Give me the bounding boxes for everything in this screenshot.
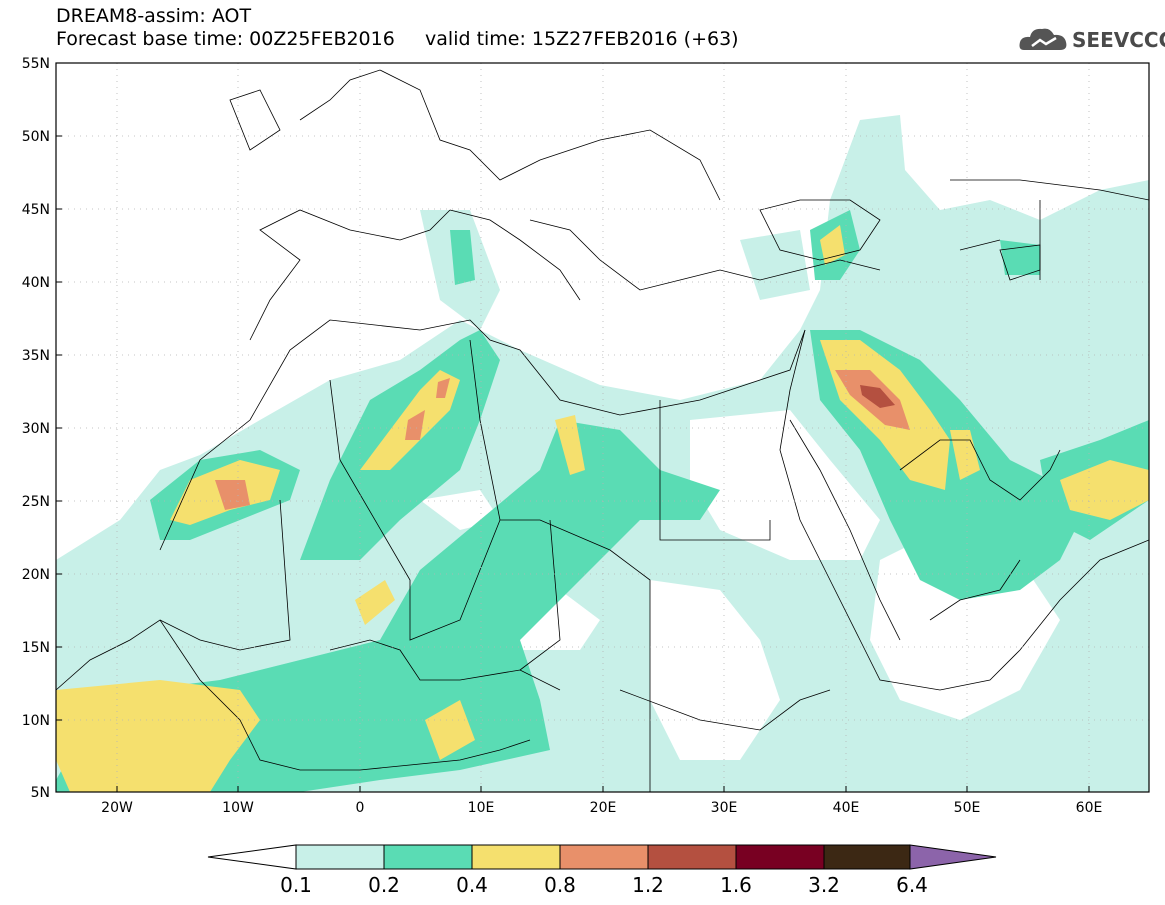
colorbar	[207, 844, 997, 870]
aot-field	[56, 63, 1149, 792]
coastlines	[56, 69, 1149, 792]
logo-text: SEEVCCC	[1072, 28, 1165, 52]
lat-label: 25N	[22, 494, 50, 510]
lat-label: 10N	[22, 713, 50, 729]
lon-label: 20E	[590, 800, 617, 816]
colorbar-label: 0.1	[280, 873, 312, 897]
lat-label: 55N	[22, 56, 50, 72]
graticule	[56, 63, 1149, 792]
colorbar-label: 1.2	[632, 873, 664, 897]
colorbar-low-arrow	[207, 844, 297, 870]
lon-label: 60E	[1076, 800, 1103, 816]
lon-label: 0	[356, 800, 365, 816]
axis-ticks	[56, 62, 1090, 792]
map-title: DREAM8-assim: AOT	[56, 5, 252, 27]
lon-label: 40E	[833, 800, 860, 816]
colorbar-label: 1.6	[720, 873, 752, 897]
cloud-icon	[1019, 28, 1067, 50]
lon-label: 10W	[222, 800, 254, 816]
colorbar-bin	[735, 844, 825, 870]
lat-label: 20N	[22, 567, 50, 583]
colorbar-high-arrow	[909, 844, 997, 870]
lon-label: 10E	[468, 800, 495, 816]
colorbar-label: 0.4	[456, 873, 488, 897]
colorbar-bin	[647, 844, 737, 870]
lat-label: 50N	[22, 129, 50, 145]
colorbar-bin	[471, 844, 561, 870]
lat-label: 30N	[22, 421, 50, 437]
colorbar-label: 3.2	[808, 873, 840, 897]
colorbar-bin	[559, 844, 649, 870]
forecast-times: Forecast base time: 00Z25FEB2016 valid t…	[56, 28, 739, 50]
colorbar-label: 0.8	[544, 873, 576, 897]
lat-label: 35N	[22, 348, 50, 364]
lat-label: 40N	[22, 275, 50, 291]
lat-label: 5N	[31, 785, 50, 801]
colorbar-label: 0.2	[368, 873, 400, 897]
colorbar-bin	[823, 844, 911, 870]
lon-label: 20W	[101, 800, 133, 816]
lat-label: 45N	[22, 202, 50, 218]
lon-label: 30E	[711, 800, 738, 816]
lat-label: 15N	[22, 640, 50, 656]
colorbar-bin	[295, 844, 385, 870]
colorbar-label: 6.4	[896, 873, 928, 897]
lon-label: 50E	[954, 800, 981, 816]
colorbar-bin	[383, 844, 473, 870]
